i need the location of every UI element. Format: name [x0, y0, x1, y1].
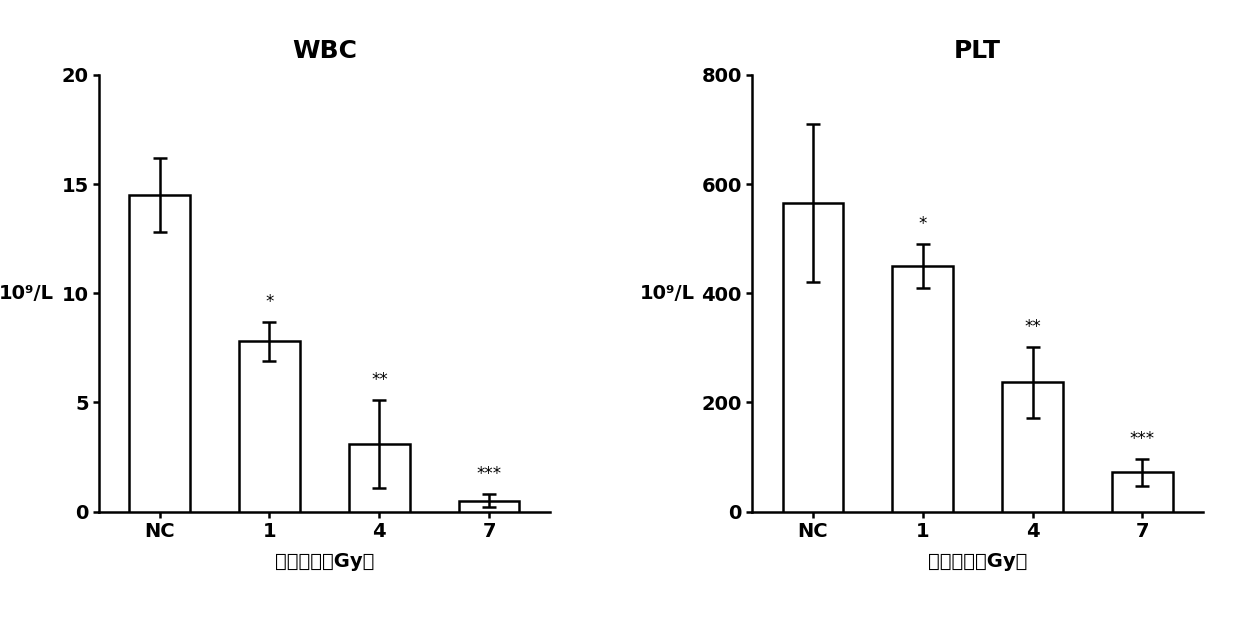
Text: *: * [919, 215, 926, 233]
Bar [129, 195, 190, 512]
Bar [893, 266, 952, 512]
Bar [1002, 383, 1063, 512]
Bar [350, 444, 409, 512]
X-axis label: 照射剂量（Gy）: 照射剂量（Gy） [275, 552, 374, 571]
Y-axis label: 10⁹/L: 10⁹/L [640, 284, 694, 303]
Title: WBC: WBC [291, 39, 357, 63]
Title: PLT: PLT [954, 39, 1001, 63]
Bar [782, 203, 843, 512]
Bar [459, 500, 520, 512]
Text: **: ** [371, 371, 388, 389]
Bar [1112, 472, 1173, 512]
Text: ***: *** [1130, 430, 1154, 448]
X-axis label: 照射剂量（Gy）: 照射剂量（Gy） [928, 552, 1027, 571]
Bar [239, 341, 300, 512]
Y-axis label: 10⁹/L: 10⁹/L [0, 284, 55, 303]
Text: **: ** [1024, 318, 1040, 336]
Text: ***: *** [476, 466, 502, 483]
Text: *: * [265, 293, 274, 311]
